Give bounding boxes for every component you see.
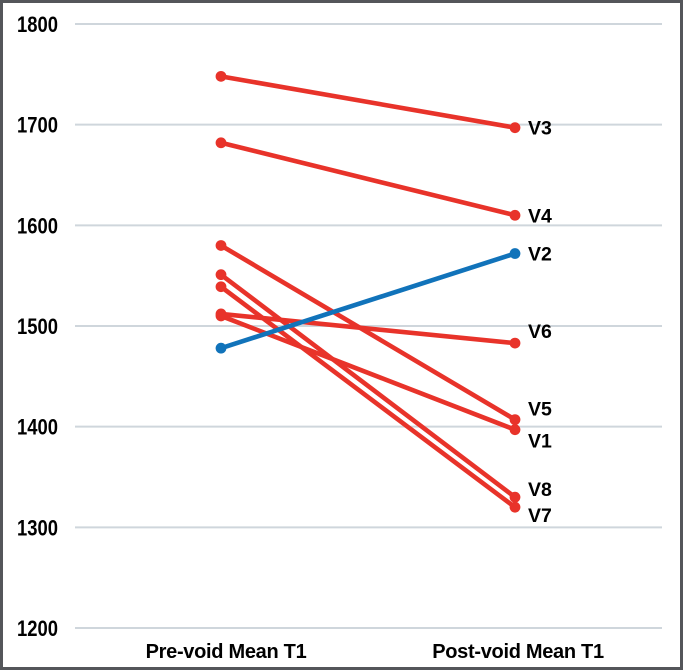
series-point-post-V1 [509,424,521,436]
series-line-V7 [218,284,518,510]
series-point-post-V3 [509,122,521,134]
series-label-V4: V4 [528,205,552,227]
series-line-V2 [218,251,518,351]
series-label-V2: V2 [528,244,552,266]
series-label-V6: V6 [528,321,552,343]
y-axis-tick-label: 1400 [17,415,58,440]
y-axis-tick-label: 1300 [17,515,58,540]
x-axis-label-post-void: Post-void Mean T1 [432,641,604,663]
y-axis-tick-label: 1600 [17,213,58,238]
series-point-pre-V7 [215,281,227,293]
series-point-pre-V6 [215,308,227,320]
y-axis-tick-label: 1500 [17,314,58,339]
x-axis-label-pre-void: Pre-void Mean T1 [145,641,307,663]
series-line-V3 [218,74,518,130]
series-label-V8: V8 [528,479,552,501]
series-label-V3: V3 [528,118,552,140]
series-label-V7: V7 [528,505,552,527]
series-line-V6 [218,311,518,346]
series-point-pre-V3 [215,70,227,82]
series-point-pre-V4 [215,137,227,149]
series-label-V1: V1 [528,431,552,453]
series-point-post-V6 [509,337,521,349]
series-point-pre-V8 [215,269,227,281]
series-label-V5: V5 [528,399,552,421]
series-point-post-V7 [509,501,521,513]
series-point-post-V5 [509,414,521,426]
series-point-post-V2 [509,248,521,259]
y-axis-tick-label: 1200 [17,616,58,641]
series-point-pre-V5 [215,240,227,251]
series-line-V1 [218,313,518,432]
series-line-V5 [218,243,518,422]
series-point-post-V4 [509,209,521,221]
series-point-post-V8 [509,491,521,503]
chart-canvas: 1800 1700 1600 1500 1400 1300 1200 V1 V2 V3 V4 V5 V6… [17,12,662,641]
series-line-V4 [218,140,518,218]
series-line-V8 [218,272,518,500]
y-axis-tick-label: 1800 [17,12,58,37]
y-axis-tick-label: 1700 [17,113,58,138]
series-point-pre-V2 [215,342,227,354]
